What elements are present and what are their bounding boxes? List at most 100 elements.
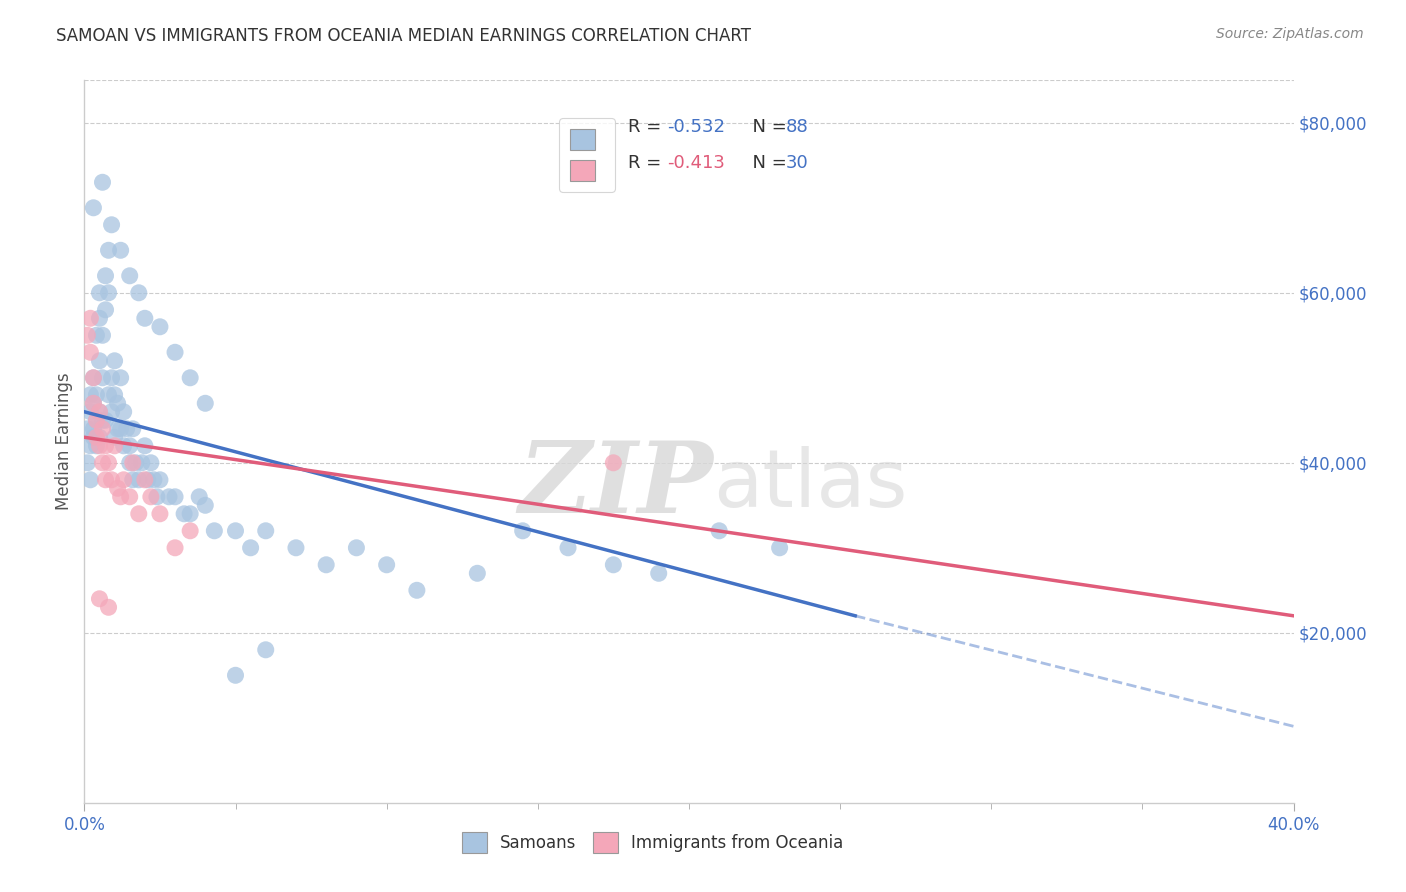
Point <box>94 302 117 317</box>
Point <box>173 507 195 521</box>
Point <box>128 473 150 487</box>
Point <box>315 558 337 572</box>
Point <box>115 422 138 436</box>
Point <box>86 388 108 402</box>
Point <box>82 201 104 215</box>
Point <box>121 473 143 487</box>
Point <box>89 285 111 300</box>
Point <box>82 371 104 385</box>
Text: R =: R = <box>628 119 668 136</box>
Point <box>82 422 104 436</box>
Point <box>149 319 172 334</box>
Point <box>97 456 120 470</box>
Point <box>179 371 201 385</box>
Point <box>179 524 201 538</box>
Point <box>118 268 141 283</box>
Point <box>86 439 108 453</box>
Point <box>89 311 111 326</box>
Point <box>89 591 111 606</box>
Point <box>82 396 104 410</box>
Point <box>104 430 127 444</box>
Point <box>82 371 104 385</box>
Point <box>254 524 277 538</box>
Point <box>89 353 111 368</box>
Point <box>128 285 150 300</box>
Point <box>110 244 132 258</box>
Point <box>79 405 101 419</box>
Point <box>79 388 101 402</box>
Point <box>91 413 114 427</box>
Point <box>91 456 114 470</box>
Text: SAMOAN VS IMMIGRANTS FROM OCEANIA MEDIAN EARNINGS CORRELATION CHART: SAMOAN VS IMMIGRANTS FROM OCEANIA MEDIAN… <box>56 27 751 45</box>
Text: R =: R = <box>628 154 668 172</box>
Point <box>134 439 156 453</box>
Point <box>76 328 98 343</box>
Point <box>118 439 141 453</box>
Point <box>94 473 117 487</box>
Point <box>179 507 201 521</box>
Point <box>100 473 122 487</box>
Point <box>346 541 368 555</box>
Point <box>91 371 114 385</box>
Point <box>112 439 135 453</box>
Point <box>165 541 187 555</box>
Point <box>406 583 429 598</box>
Point <box>709 524 731 538</box>
Legend: Samoans, Immigrants from Oceania: Samoans, Immigrants from Oceania <box>456 826 851 860</box>
Point <box>97 600 120 615</box>
Point <box>97 244 120 258</box>
Point <box>769 541 792 555</box>
Point <box>100 405 122 419</box>
Point <box>188 490 211 504</box>
Text: ZIP: ZIP <box>519 437 713 533</box>
Point <box>149 473 172 487</box>
Text: N =: N = <box>741 154 793 172</box>
Point <box>254 642 277 657</box>
Point <box>97 388 120 402</box>
Point <box>194 396 217 410</box>
Point <box>82 396 104 410</box>
Point <box>648 566 671 581</box>
Point <box>82 430 104 444</box>
Point <box>91 328 114 343</box>
Point <box>104 439 127 453</box>
Point <box>149 507 172 521</box>
Point <box>104 388 127 402</box>
Point <box>139 490 162 504</box>
Point <box>110 490 132 504</box>
Point <box>107 422 129 436</box>
Point <box>76 422 98 436</box>
Point <box>89 439 111 453</box>
Point <box>239 541 262 555</box>
Point <box>602 558 624 572</box>
Point <box>112 405 135 419</box>
Point <box>97 285 120 300</box>
Text: N =: N = <box>741 119 793 136</box>
Point <box>557 541 579 555</box>
Point <box>121 456 143 470</box>
Point <box>142 473 165 487</box>
Point <box>467 566 489 581</box>
Text: 88: 88 <box>786 119 808 136</box>
Text: -0.532: -0.532 <box>668 119 725 136</box>
Point <box>79 345 101 359</box>
Point <box>79 311 101 326</box>
Point <box>89 405 111 419</box>
Point <box>112 473 135 487</box>
Point <box>110 422 132 436</box>
Y-axis label: Median Earnings: Median Earnings <box>55 373 73 510</box>
Point <box>512 524 534 538</box>
Point <box>89 430 111 444</box>
Point <box>94 439 117 453</box>
Point <box>134 311 156 326</box>
Point <box>134 473 156 487</box>
Point <box>100 218 122 232</box>
Point <box>225 524 247 538</box>
Point <box>89 405 111 419</box>
Point <box>86 413 108 427</box>
Point <box>202 524 225 538</box>
Point <box>128 507 150 521</box>
Point <box>91 175 114 189</box>
Point <box>110 371 132 385</box>
Point <box>76 456 98 470</box>
